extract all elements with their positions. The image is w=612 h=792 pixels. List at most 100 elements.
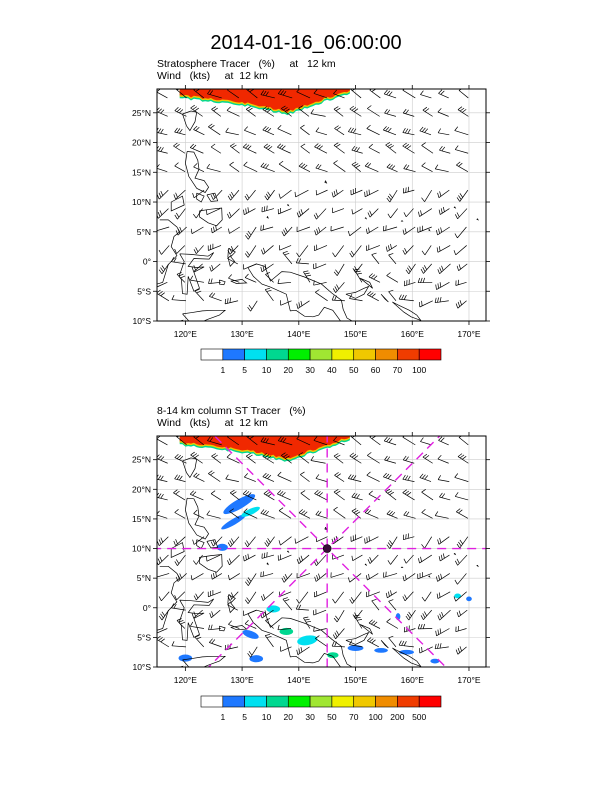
wind-barb-shaft: [260, 166, 275, 173]
wind-barb-flag: [244, 599, 249, 604]
wind-barb-shaft: [333, 189, 344, 198]
y-tick-label: 5°S: [137, 632, 151, 642]
wind-barb-flag: [332, 598, 336, 604]
wind-barb-shaft: [229, 554, 240, 566]
wind-barb-shaft: [350, 436, 362, 446]
colorbar-swatch: [287, 695, 311, 708]
wind-barb-flag: [456, 508, 461, 513]
wind-barb-flag: [457, 453, 463, 457]
wind-barb-shaft: [303, 271, 311, 283]
colorbar-swatch: [309, 695, 333, 708]
wind-barb-flag: [404, 128, 409, 134]
wind-barb-flag: [370, 274, 376, 279]
wind-barb-shaft: [419, 300, 433, 308]
wind-barb-shaft: [437, 245, 451, 253]
wind-barb-flag: [192, 144, 197, 149]
wind-barb-flag: [303, 164, 308, 169]
wind-barb-flag: [157, 107, 160, 111]
wind-barb-flag: [209, 437, 214, 442]
wind-barb-shaft: [247, 536, 256, 548]
wind-barb-flag: [159, 556, 163, 562]
wind-barb-flag: [421, 646, 423, 653]
wind-barb-flag: [244, 195, 248, 201]
wind-barb-shaft: [333, 440, 345, 446]
wind-barb-shaft: [225, 478, 239, 482]
wind-barb-flag: [313, 214, 317, 220]
wind-barb-shaft: [404, 245, 414, 255]
y-tick-label: 10°S: [132, 316, 151, 326]
wind-barb-flag: [333, 271, 338, 276]
wind-barb-flag: [211, 639, 216, 644]
wind-barb-shaft: [333, 163, 346, 172]
wind-barb-flag: [402, 142, 407, 147]
wind-barb-shaft: [423, 263, 433, 274]
wind-barb-shaft: [173, 145, 186, 154]
panel-2-frame: [156, 435, 487, 668]
wind-barb-shaft: [193, 609, 203, 619]
colorbar-label: 100: [412, 365, 426, 375]
wind-barb-flag: [277, 490, 282, 495]
wind-barb-shaft: [193, 475, 205, 482]
wind-barb-flag: [227, 596, 231, 601]
wind-barb-flag: [441, 265, 444, 271]
coastline: [206, 192, 219, 202]
wind-barb-flag: [243, 508, 248, 513]
wind-barb-flag: [262, 224, 264, 230]
wind-barb-flag: [387, 143, 393, 147]
wind-barb-flag: [264, 610, 267, 616]
wind-barb-shaft: [384, 112, 396, 117]
wind-barb-flag: [402, 474, 406, 480]
tracer-blob: [374, 648, 388, 653]
wind-barb-shaft: [332, 645, 345, 648]
wind-barb-flag: [423, 611, 428, 617]
wind-barb-shaft: [458, 437, 469, 446]
wind-barb-flag: [457, 301, 461, 307]
wind-barb-flag: [157, 128, 162, 133]
wind-barb-flag: [388, 438, 393, 443]
wind-barb-flag: [298, 452, 303, 456]
wind-barb-shaft: [190, 454, 203, 464]
wind-barb-shaft: [334, 591, 344, 604]
panel1-title-line2: Wind (kts) at 12 km: [157, 70, 268, 82]
wind-barb-flag: [459, 646, 462, 652]
wind-barb-shaft: [350, 536, 363, 542]
wind-barb-flag: [211, 106, 216, 110]
wind-barb-flag: [454, 473, 459, 478]
wind-barb-shaft: [420, 94, 432, 99]
wind-barb-flag: [353, 509, 359, 514]
wind-barb-flag: [454, 233, 458, 239]
wind-barb-shaft: [191, 573, 204, 581]
wind-barb-shaft: [367, 226, 379, 234]
coastline: [428, 229, 431, 232]
wind-barb-shaft: [349, 455, 362, 464]
wind-barb-shaft: [335, 628, 345, 640]
wind-barb-shaft: [386, 275, 399, 283]
wind-barb-flag: [174, 162, 179, 167]
wind-barb-flag: [331, 295, 335, 301]
wind-barb-flag: [298, 258, 302, 264]
colorbar-swatch: [397, 348, 420, 361]
wind-barb-flag: [402, 249, 406, 255]
wind-barb-flag: [439, 282, 442, 288]
wind-barb-flag: [248, 650, 253, 656]
wind-barb-shaft: [419, 477, 432, 482]
wind-barb-flag: [349, 105, 355, 110]
wind-barb-flag: [351, 107, 357, 111]
wind-barb-shaft: [227, 89, 240, 99]
wind-barb-flag: [247, 230, 252, 236]
colorbar-swatch: [287, 348, 311, 361]
wind-barb-flag: [193, 509, 198, 514]
wind-barb-shaft: [457, 109, 469, 117]
wind-barb-shaft: [282, 598, 293, 611]
wind-barb-flag: [387, 474, 392, 479]
coastline: [206, 539, 219, 549]
wind-barb-flag: [176, 455, 181, 459]
wind-barb-shaft: [244, 129, 256, 136]
wind-barb-flag: [175, 490, 180, 495]
wind-barb-shaft: [279, 245, 292, 251]
wind-barb-shaft: [333, 455, 344, 464]
wind-barb-flag: [388, 164, 393, 169]
wind-barb-flag: [228, 574, 230, 580]
wind-barb-flag: [158, 291, 163, 295]
wind-barb-flag: [355, 616, 361, 619]
